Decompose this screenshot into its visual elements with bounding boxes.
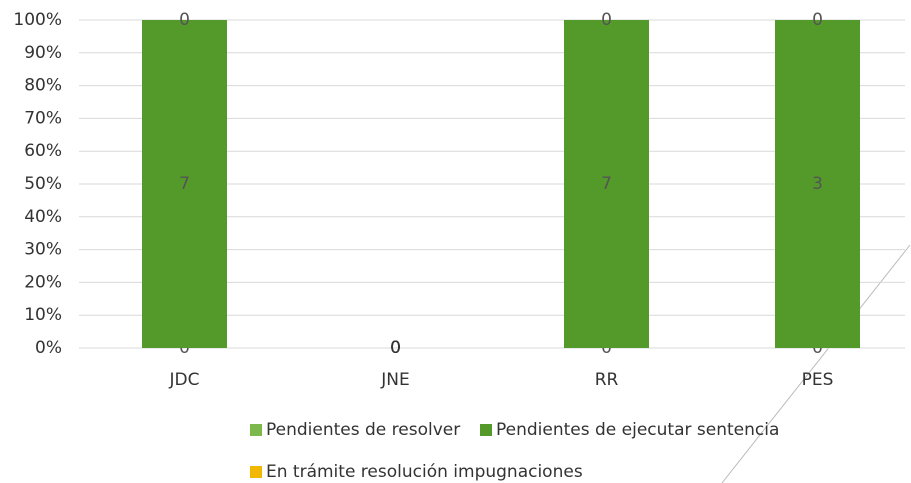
- decoration-line: [721, 244, 911, 483]
- bar-segment: [775, 20, 860, 348]
- y-tick-label: 80%: [24, 76, 62, 96]
- legend-label: En trámite resolución impugnaciones: [266, 462, 583, 482]
- data-label: 3: [812, 174, 823, 194]
- x-tick-label: JNE: [380, 370, 409, 390]
- x-tick-label: PES: [802, 370, 834, 390]
- y-tick-label: 50%: [24, 174, 62, 194]
- x-tick-label: RR: [595, 370, 619, 390]
- y-tick-label: 90%: [24, 43, 62, 63]
- bar-segment: [564, 20, 649, 348]
- y-tick-label: 60%: [24, 141, 62, 161]
- y-tick-label: 70%: [24, 108, 62, 128]
- data-label: 7: [601, 174, 612, 194]
- legend-label: Pendientes de resolver: [266, 420, 460, 440]
- y-tick-label: 100%: [13, 10, 62, 30]
- data-label: 0: [390, 338, 401, 358]
- data-label: 0: [390, 338, 401, 358]
- y-tick-label: 40%: [24, 207, 62, 227]
- bar-segment: [142, 20, 227, 348]
- legend-swatch: [250, 466, 262, 478]
- data-label: 0: [812, 10, 823, 30]
- y-tick-label: 30%: [24, 240, 62, 260]
- legend-swatch: [250, 424, 262, 436]
- y-tick-label: 0%: [35, 338, 62, 358]
- y-tick-label: 10%: [24, 305, 62, 325]
- data-label: 0: [179, 10, 190, 30]
- data-label: 0: [601, 10, 612, 30]
- data-label: 7: [179, 174, 190, 194]
- y-tick-label: 20%: [24, 272, 62, 292]
- legend-swatch: [480, 424, 492, 436]
- x-tick-label: JDC: [169, 370, 200, 390]
- data-label: 0: [390, 338, 401, 358]
- legend-label: Pendientes de ejecutar sentencia: [496, 420, 779, 440]
